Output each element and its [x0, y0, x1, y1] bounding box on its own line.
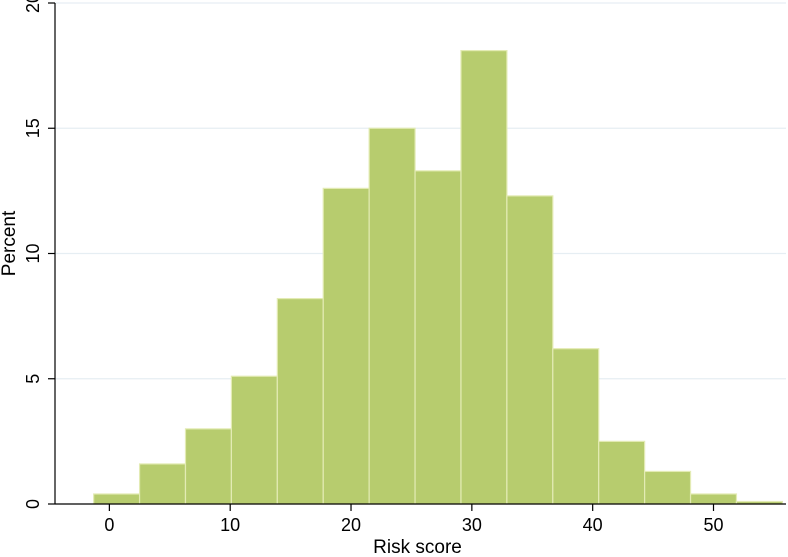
x-tick-label: 0 [104, 515, 114, 535]
histogram-bar [368, 127, 416, 505]
y-tick-label: 5 [23, 374, 43, 384]
y-axis-title: Percent [0, 210, 20, 276]
y-tick-label: 10 [23, 243, 43, 263]
x-tick-label: 20 [341, 515, 361, 535]
histogram-bar [689, 493, 738, 505]
histogram-bar [414, 170, 462, 505]
histogram-bar [138, 463, 187, 505]
x-tick-label: 50 [703, 515, 723, 535]
x-axis-ticks: 0 10 20 30 40 50 [104, 504, 724, 535]
histogram-bars [93, 49, 783, 505]
x-tick-label: 10 [220, 515, 240, 535]
y-tick-label: 15 [23, 118, 43, 138]
x-axis-title: Risk score [373, 537, 462, 557]
histogram-bar [93, 493, 141, 505]
histogram-bar [322, 187, 370, 505]
y-axis-ticks: 0 5 10 15 20 [23, 0, 55, 509]
histogram-bar [506, 195, 554, 505]
x-tick-label: 40 [583, 515, 603, 535]
histogram-bar [552, 348, 600, 505]
histogram-bar [230, 375, 278, 505]
y-tick-label: 0 [23, 499, 43, 509]
histogram-bar [276, 297, 324, 505]
x-tick-label: 30 [462, 515, 482, 535]
y-tick-label: 20 [23, 0, 43, 13]
histogram-bar [184, 428, 233, 505]
histogram-bar [598, 440, 646, 505]
histogram-bar [644, 470, 692, 505]
histogram-bar [460, 49, 508, 505]
